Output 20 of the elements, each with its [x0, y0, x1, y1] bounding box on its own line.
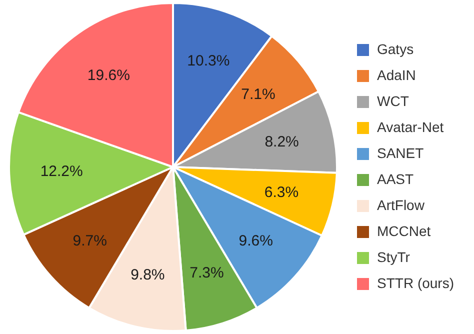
legend-label: WCT	[377, 92, 410, 109]
data-label: 9.8%	[130, 266, 165, 284]
data-label: 12.2%	[40, 162, 83, 180]
data-label: 9.7%	[72, 232, 107, 250]
legend-label: StyTr	[377, 248, 410, 265]
data-label: 19.6%	[87, 67, 130, 84]
legend-label: Avatar-Net	[377, 118, 444, 135]
legend-label: MCCNet	[377, 222, 431, 239]
legend-label: AAST	[377, 170, 414, 187]
data-label: 8.2%	[264, 134, 299, 151]
legend-label: ArtFlow	[377, 196, 426, 213]
data-label: 7.3%	[190, 264, 224, 282]
data-label: 6.3%	[264, 184, 299, 201]
legend-label: Gatys	[377, 40, 414, 57]
legend-label: AdaIN	[377, 66, 416, 83]
data-label: 9.6%	[238, 232, 273, 250]
legend-label: SANET	[377, 144, 424, 161]
data-label: 10.3%	[187, 52, 230, 70]
data-label: 7.1%	[241, 86, 276, 104]
legend-label: STTR (ours)	[377, 274, 454, 291]
